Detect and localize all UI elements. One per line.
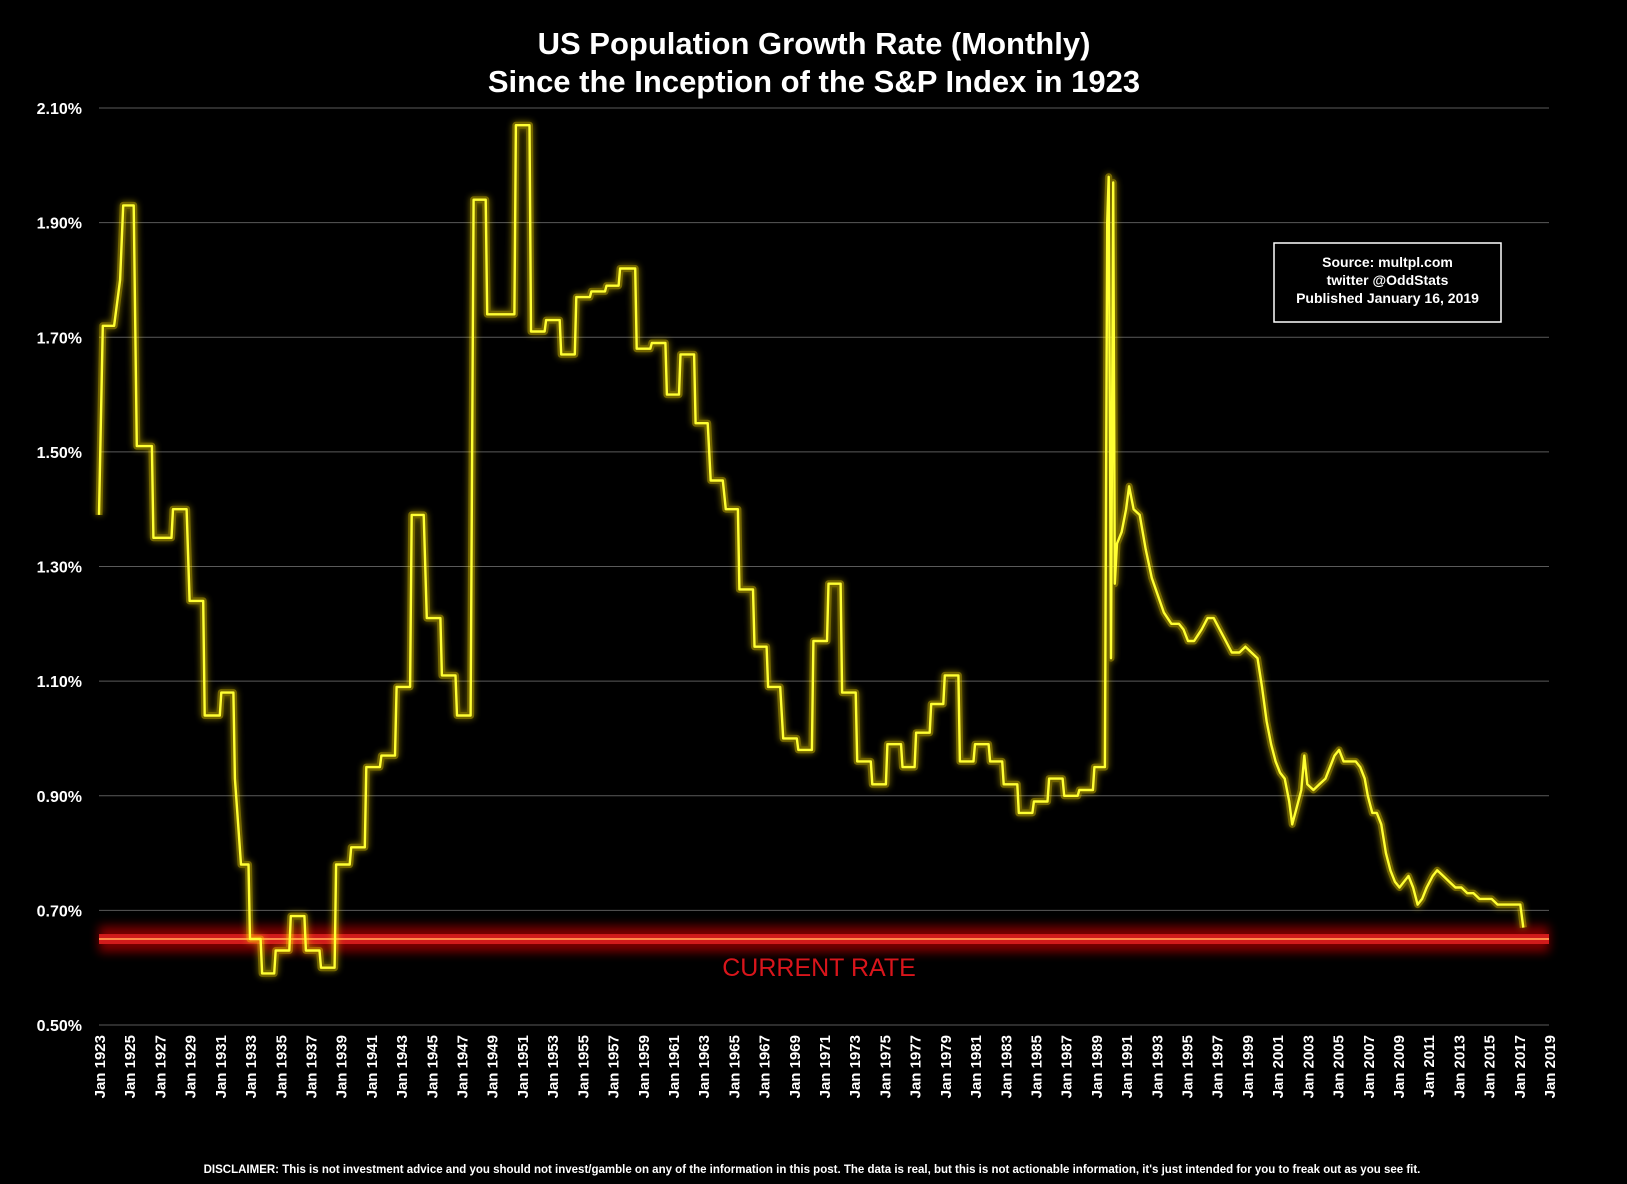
x-tick-label: Jan 1931 bbox=[213, 1035, 230, 1098]
chart-title: US Population Growth Rate (Monthly) bbox=[538, 26, 1091, 61]
x-tick-label: Jan 1989 bbox=[1089, 1035, 1106, 1098]
x-tick-label: Jan 1941 bbox=[364, 1035, 381, 1098]
x-axis-ticks: Jan 1923 Jan 1925 Jan 1927 Jan 1929 Jan 1931… bbox=[92, 1035, 1559, 1098]
x-tick-label: Jan 2007 bbox=[1361, 1035, 1378, 1098]
x-tick-label: Jan 1933 bbox=[243, 1035, 260, 1098]
x-tick-label: Jan 1971 bbox=[817, 1035, 834, 1098]
x-tick-label: Jan 2017 bbox=[1512, 1035, 1529, 1098]
source-line: Source: multpl.com bbox=[1322, 254, 1453, 270]
x-tick-label: Jan 1951 bbox=[515, 1035, 532, 1098]
x-tick-label: Jan 2005 bbox=[1331, 1035, 1348, 1098]
x-tick-label: Jan 1969 bbox=[787, 1035, 804, 1098]
x-tick-label: Jan 1963 bbox=[696, 1035, 713, 1098]
x-tick-label: Jan 1983 bbox=[998, 1035, 1015, 1098]
x-tick-label: Jan 1957 bbox=[606, 1035, 623, 1098]
x-tick-label: Jan 1995 bbox=[1180, 1035, 1197, 1098]
x-tick-label: Jan 1945 bbox=[424, 1035, 441, 1098]
current-rate-label: CURRENT RATE bbox=[722, 954, 916, 982]
x-tick-label: Jan 2019 bbox=[1542, 1035, 1559, 1098]
y-tick-label: 1.50% bbox=[37, 445, 82, 462]
series-line bbox=[97, 123, 1525, 975]
twitter-line: twitter @OddStats bbox=[1327, 272, 1449, 288]
published-line: Published January 16, 2019 bbox=[1296, 290, 1479, 306]
x-tick-label: Jan 1985 bbox=[1029, 1035, 1046, 1098]
x-tick-label: Jan 1993 bbox=[1149, 1035, 1166, 1098]
y-tick-label: 1.70% bbox=[37, 330, 82, 347]
x-tick-label: Jan 1927 bbox=[152, 1035, 169, 1098]
gridlines bbox=[99, 107, 1549, 1026]
x-tick-label: Jan 1955 bbox=[575, 1035, 592, 1098]
x-tick-label: Jan 1937 bbox=[304, 1035, 321, 1098]
x-tick-label: Jan 1975 bbox=[877, 1035, 894, 1098]
x-tick-label: Jan 1961 bbox=[666, 1035, 683, 1098]
x-tick-label: Jan 1943 bbox=[394, 1035, 411, 1098]
y-axis-ticks: 2.10% 1.90% 1.70% 1.50% 1.30% 1.10% 0.90% 0.70%… bbox=[37, 101, 82, 1035]
source-box: Source: multpl.com twitter @OddStats Pub… bbox=[1273, 242, 1502, 323]
y-tick-label: 1.90% bbox=[37, 216, 82, 233]
current-rate-band: CURRENT RATE bbox=[99, 926, 1549, 982]
x-tick-label: Jan 2011 bbox=[1421, 1035, 1438, 1098]
x-tick-label: Jan 1929 bbox=[183, 1035, 200, 1098]
x-tick-label: Jan 2009 bbox=[1391, 1035, 1408, 1098]
disclaimer: DISCLAIMER: This is not investment advic… bbox=[204, 1164, 1421, 1176]
y-tick-label: 2.10% bbox=[37, 101, 82, 118]
x-tick-label: Jan 1973 bbox=[847, 1035, 864, 1098]
y-tick-label: 1.10% bbox=[37, 674, 82, 691]
y-tick-label: 0.90% bbox=[37, 789, 82, 806]
x-tick-label: Jan 1997 bbox=[1210, 1035, 1227, 1098]
source-box-frame bbox=[1273, 242, 1502, 323]
x-tick-label: Jan 1999 bbox=[1240, 1035, 1257, 1098]
x-tick-label: Jan 1939 bbox=[334, 1035, 351, 1098]
x-tick-label: Jan 2001 bbox=[1270, 1035, 1287, 1098]
series-line-group bbox=[95, 121, 1527, 977]
y-tick-label: 0.50% bbox=[37, 1018, 82, 1035]
x-tick-label: Jan 2003 bbox=[1300, 1035, 1317, 1098]
x-tick-label: Jan 1979 bbox=[938, 1035, 955, 1098]
x-tick-label: Jan 1953 bbox=[545, 1035, 562, 1098]
x-tick-label: Jan 1965 bbox=[726, 1035, 743, 1098]
x-tick-label: Jan 1959 bbox=[636, 1035, 653, 1098]
x-tick-label: Jan 1967 bbox=[757, 1035, 774, 1098]
x-tick-label: Jan 2013 bbox=[1451, 1035, 1468, 1098]
x-tick-label: Jan 1923 bbox=[92, 1035, 109, 1098]
y-tick-label: 1.30% bbox=[37, 560, 82, 577]
x-tick-label: Jan 1949 bbox=[485, 1035, 502, 1098]
x-tick-label: Jan 1981 bbox=[968, 1035, 985, 1098]
x-tick-label: Jan 1935 bbox=[273, 1035, 290, 1098]
x-tick-label: Jan 1925 bbox=[122, 1035, 139, 1098]
x-tick-label: Jan 2015 bbox=[1482, 1035, 1499, 1098]
chart-subtitle: Since the Inception of the S&P Index in … bbox=[488, 64, 1140, 99]
x-tick-label: Jan 1977 bbox=[908, 1035, 925, 1098]
x-tick-label: Jan 1947 bbox=[455, 1035, 472, 1098]
x-tick-label: Jan 1987 bbox=[1059, 1035, 1076, 1098]
x-tick-label: Jan 1991 bbox=[1119, 1035, 1136, 1098]
y-tick-label: 0.70% bbox=[37, 903, 82, 920]
